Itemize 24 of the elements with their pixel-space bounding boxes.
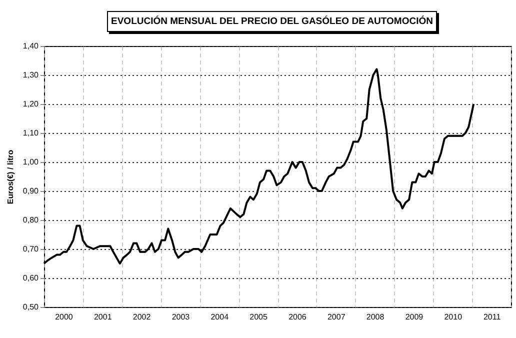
y-tick-label: 1,40 xyxy=(22,42,40,50)
y-tick-label: 0,80 xyxy=(22,216,40,224)
chart-title: EVOLUCIÓN MENSUAL DEL PRECIO DEL GASÓLEO DE AUTOMOCIÓN xyxy=(107,11,437,32)
y-axis-title: Euros(€) / litro xyxy=(6,150,15,204)
y-tick-label: 0,90 xyxy=(22,186,40,196)
x-tick-label: 2009 xyxy=(405,312,424,322)
x-tick-label: 2002 xyxy=(132,312,152,322)
x-tick-label: 2003 xyxy=(172,312,190,322)
x-tick-label: 2007 xyxy=(327,312,346,322)
x-tick-label: 2004 xyxy=(210,312,230,322)
x-tick-label: 2006 xyxy=(288,312,307,322)
x-tick-label: 2000 xyxy=(55,312,74,322)
x-tick-label: 2005 xyxy=(250,312,268,322)
y-tick-label: 1,30 xyxy=(22,70,40,80)
x-tick-label: 2011 xyxy=(483,312,502,322)
y-tick-label: 1,00 xyxy=(22,158,40,166)
y-tick-label: 0,70 xyxy=(22,244,40,254)
x-tick-label: 2010 xyxy=(444,312,463,322)
y-tick-label: 0,60 xyxy=(22,274,40,282)
x-tick-label: 2008 xyxy=(366,312,385,322)
y-tick-label: 0,50 xyxy=(22,302,40,312)
x-tick-label: 2001 xyxy=(94,312,112,322)
y-tick-label: 1,10 xyxy=(22,128,40,138)
y-tick-label: 1,20 xyxy=(22,100,40,108)
